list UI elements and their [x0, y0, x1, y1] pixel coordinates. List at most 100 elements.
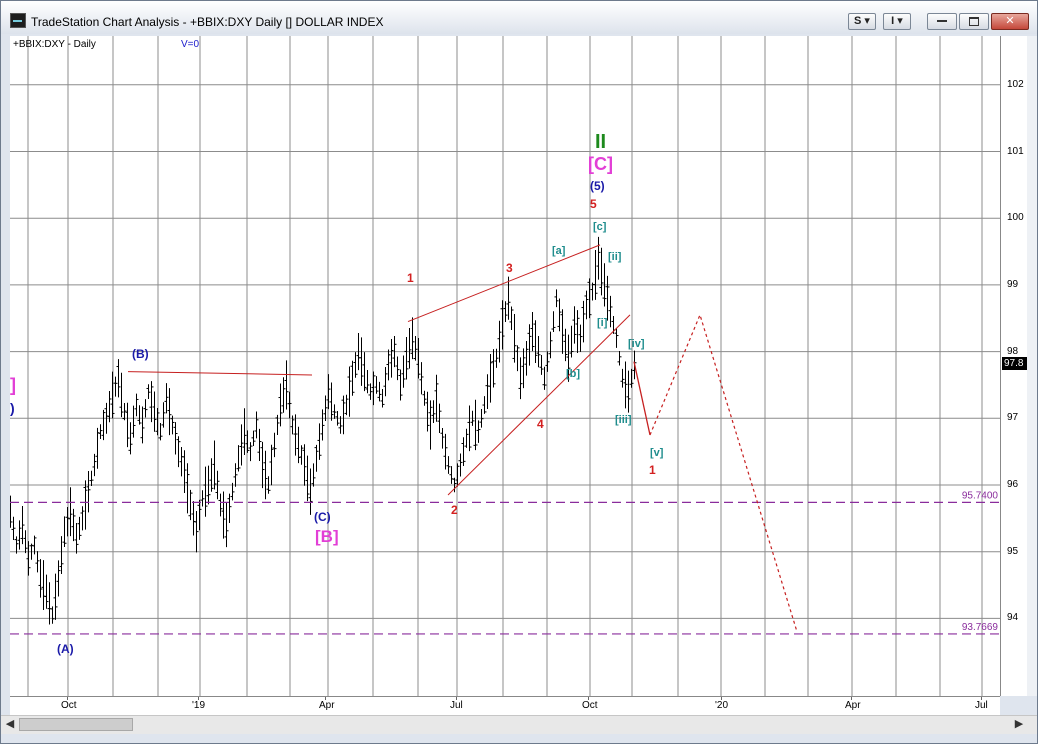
- price-bar: [119, 372, 124, 418]
- price-bar: [218, 493, 223, 517]
- price-bar: [188, 489, 193, 521]
- wave-label: (C): [314, 510, 331, 524]
- price-bar: [143, 399, 148, 418]
- price-tick-label: 97: [1007, 412, 1019, 424]
- price-bar: [242, 408, 247, 456]
- price-bar: [299, 445, 304, 465]
- price-bar: [458, 453, 463, 477]
- i-menu-button[interactable]: I ▾: [883, 13, 911, 30]
- minimize-button[interactable]: [927, 13, 957, 30]
- price-bar: [224, 502, 229, 548]
- price-bar: [332, 404, 337, 419]
- wave-label: [iv]: [628, 338, 645, 350]
- trend-line: [447, 314, 631, 496]
- forecast-dotted-line: [649, 313, 798, 632]
- price-bar: [530, 312, 535, 352]
- price-bar: [311, 463, 316, 487]
- price-bar: [431, 400, 436, 423]
- time-tick-label: '19: [192, 700, 206, 711]
- price-bar: [197, 499, 202, 531]
- price-bar: [557, 298, 562, 332]
- price-bar: [266, 476, 271, 494]
- close-button[interactable]: ✕: [991, 13, 1029, 30]
- price-bar: [416, 338, 421, 379]
- wave-label: [i]: [597, 317, 608, 329]
- price-bar: [512, 313, 517, 363]
- price-bar: [10, 495, 13, 528]
- price-bar: [23, 530, 28, 554]
- price-bar: [452, 477, 457, 493]
- price-tick-label: 101: [1007, 145, 1024, 157]
- price-bar: [164, 383, 169, 414]
- price-bar: [398, 369, 403, 401]
- time-tick-label: Oct: [582, 700, 598, 711]
- price-bar: [113, 376, 118, 397]
- price-bar: [44, 574, 49, 609]
- price-bar: [131, 405, 136, 438]
- time-tick-mark: [67, 697, 68, 700]
- price-bar: [176, 436, 181, 468]
- price-bar: [434, 374, 439, 422]
- scroll-left-arrow-icon[interactable]: ◀: [5, 718, 15, 730]
- time-tick-label: Apr: [319, 700, 335, 711]
- restore-button[interactable]: [959, 13, 989, 30]
- price-bar: [518, 357, 523, 400]
- wave-label: [C]: [588, 154, 613, 174]
- price-axis[interactable]: 102 101 100 99 98 97 96 95 94 97.8: [1000, 36, 1028, 696]
- price-bar: [230, 482, 235, 501]
- price-bar: [455, 463, 460, 487]
- price-bar: [533, 320, 538, 363]
- price-tick-label: 95: [1007, 545, 1019, 557]
- price-bar: [593, 249, 598, 300]
- horizontal-scrollbar[interactable]: ◀ ▶: [1, 715, 1037, 734]
- price-bar: [350, 360, 355, 396]
- price-bar: [446, 456, 451, 474]
- price-bar: [482, 396, 487, 414]
- title-bar[interactable]: TradeStation Chart Analysis - +BBIX:DXY …: [1, 1, 1037, 34]
- price-bar: [32, 535, 37, 555]
- price-bar: [68, 487, 73, 537]
- price-bar: [566, 334, 571, 382]
- price-bar: [173, 422, 178, 455]
- price-bar: [284, 360, 289, 410]
- price-bar: [410, 317, 415, 360]
- price-bar: [95, 427, 100, 469]
- time-axis[interactable]: Oct '19 Apr Jul Oct '20 Apr Jul: [10, 696, 1000, 716]
- price-bar: [464, 428, 469, 448]
- price-bar: [134, 393, 139, 417]
- price-chart[interactable]: 95.7400 93.7669 (A) (B) (C) [B] 1 2 3 4 5 [a] [b] [c]…: [10, 36, 1000, 696]
- price-bar: [314, 444, 319, 472]
- price-bar: [122, 402, 127, 421]
- price-bar: [365, 369, 370, 394]
- scrollbar-thumb[interactable]: [19, 718, 133, 731]
- support-level-label: 95.7400: [962, 490, 999, 501]
- price-bar: [389, 338, 394, 378]
- price-bar: [560, 309, 565, 354]
- price-bar: [194, 510, 199, 553]
- price-bar: [305, 455, 310, 502]
- price-bar: [35, 551, 40, 573]
- price-bar: [608, 295, 613, 328]
- price-bar: [80, 506, 85, 531]
- price-bar: [182, 450, 187, 494]
- price-bar: [260, 441, 265, 489]
- scroll-right-arrow-icon[interactable]: ▶: [1014, 718, 1024, 730]
- window-title: TradeStation Chart Analysis - +BBIX:DXY …: [31, 15, 384, 29]
- price-bar: [347, 366, 352, 417]
- price-bar: [428, 400, 433, 450]
- price-bar: [527, 324, 532, 366]
- symbol-label: +BBIX:DXY - Daily: [13, 39, 96, 50]
- s-menu-button[interactable]: S ▾: [848, 13, 876, 30]
- price-bar: [515, 345, 520, 372]
- price-bar: [320, 409, 325, 441]
- price-bar: [629, 368, 634, 388]
- chart-canvas[interactable]: 95.7400 93.7669 (A) (B) (C) [B] 1 2 3 4 5 [a] [b] [c]…: [10, 36, 1000, 696]
- price-bar: [353, 352, 358, 378]
- price-bar: [59, 536, 64, 574]
- price-bar: [584, 290, 589, 320]
- price-tick-label: 99: [1007, 278, 1019, 290]
- wave-label: [a]: [552, 245, 566, 257]
- price-bar: [341, 395, 346, 435]
- price-bar: [203, 466, 208, 517]
- price-bar: [272, 432, 277, 458]
